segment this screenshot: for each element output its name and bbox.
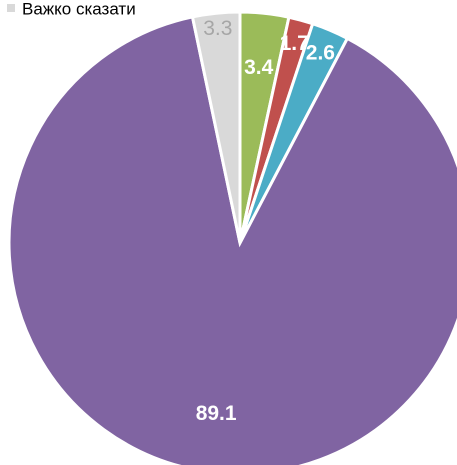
pie-slice (190, 10, 242, 244)
data-label: 3.3 (203, 17, 232, 40)
data-label: 1.7 (280, 32, 309, 55)
legend-label: Важко сказати (22, 0, 136, 18)
data-label: 2.6 (306, 41, 335, 64)
pie-slice (7, 15, 457, 465)
legend-swatch (7, 4, 15, 12)
data-label: 3.4 (244, 56, 274, 79)
data-label: 89.1 (196, 402, 237, 425)
